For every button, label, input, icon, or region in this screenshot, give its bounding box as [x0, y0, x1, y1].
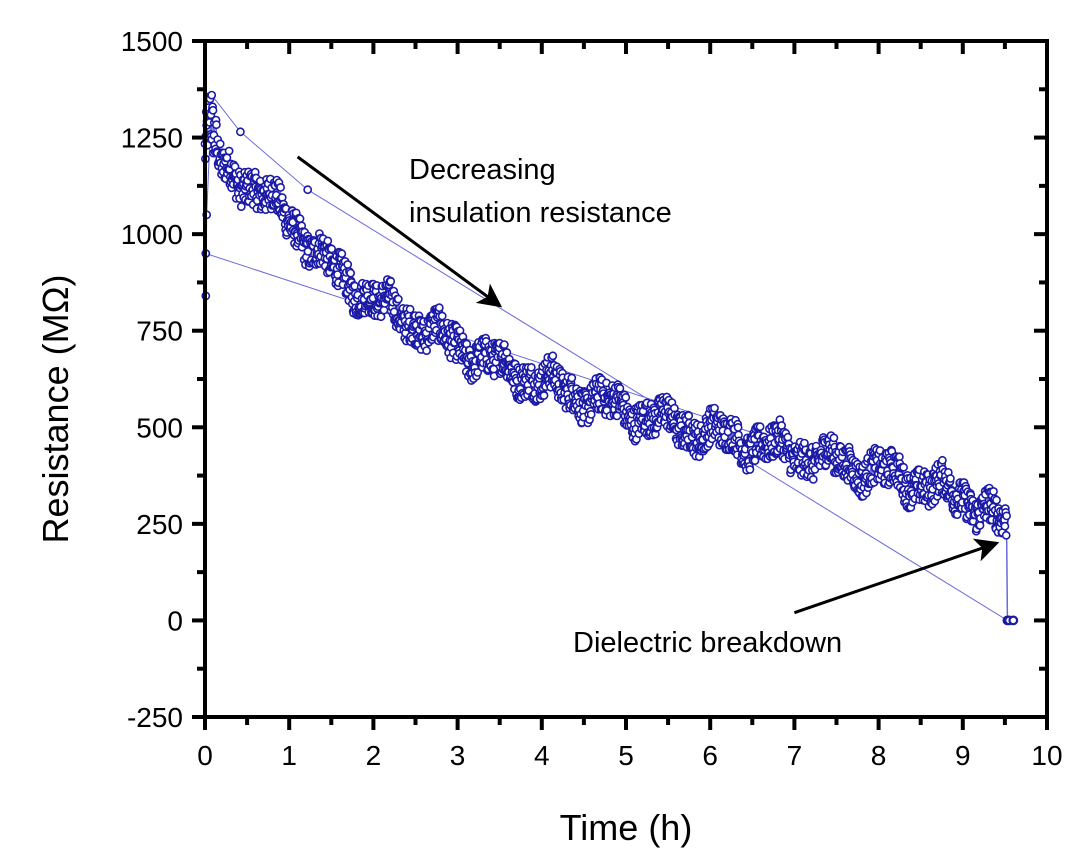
axes: 0 1 2 3 4 5 6 7 8 9 10 -250 0 250 500 750 1000 1250 1500	[121, 26, 1063, 771]
data-point	[393, 294, 403, 304]
annotation-arrow	[793, 538, 1000, 615]
data-point	[526, 362, 536, 372]
data-point	[295, 214, 305, 224]
data-point	[586, 409, 596, 419]
data-point	[989, 486, 998, 496]
data-point	[621, 392, 631, 402]
data-point	[337, 249, 347, 259]
data-point	[207, 90, 217, 100]
x-axis-title: Time (h)	[560, 807, 693, 848]
data-point	[829, 433, 839, 443]
data-point	[405, 304, 415, 314]
data-point	[548, 351, 558, 361]
data-point	[800, 438, 809, 448]
breakdown-drop-line	[1005, 527, 1009, 621]
data-point	[710, 403, 719, 413]
x-tick-label: 8	[871, 740, 887, 771]
data-point	[615, 383, 625, 393]
data-point	[434, 303, 444, 313]
data-point	[938, 455, 947, 465]
x-tick-label: 3	[450, 740, 466, 771]
data-point	[276, 182, 285, 192]
data-point	[437, 311, 447, 321]
data-point	[745, 465, 755, 474]
x-tick-label: 0	[197, 740, 213, 771]
x-tick-label: 9	[955, 740, 971, 771]
annotation-decreasing-line2: insulation resistance	[409, 197, 672, 229]
x-tick-label: 5	[618, 740, 634, 771]
data-point	[539, 391, 549, 400]
y-tick-label: 750	[136, 316, 183, 347]
y-tick-label: 500	[136, 412, 183, 443]
data-point	[327, 244, 336, 254]
data-point	[612, 411, 622, 421]
data-point	[899, 462, 908, 472]
data-point	[750, 456, 760, 465]
data-point	[808, 474, 818, 484]
data-point	[992, 495, 1001, 505]
y-tick-label: 1250	[121, 123, 183, 154]
data-point	[224, 146, 234, 156]
data-point	[946, 474, 955, 483]
data-point	[236, 202, 246, 211]
x-tick-label: 10	[1031, 740, 1062, 771]
data-markers	[200, 90, 1019, 626]
breakdown-point	[1008, 615, 1019, 626]
y-tick-label: 1000	[121, 219, 183, 250]
data-point	[303, 185, 313, 195]
data-point	[235, 127, 245, 137]
data-point	[755, 422, 765, 432]
series-line	[204, 93, 1014, 621]
annotations: Decreasing insulation resistance Dielectri…	[296, 154, 1000, 659]
data-point	[346, 268, 355, 278]
data-point	[215, 139, 225, 149]
data-point	[422, 346, 431, 355]
y-tick-label: -250	[127, 702, 183, 733]
data-point	[208, 105, 218, 115]
x-tick-label: 7	[787, 740, 803, 771]
x-tick-label: 6	[702, 740, 718, 771]
data-point	[343, 260, 353, 269]
x-tick-label: 2	[366, 740, 382, 771]
y-tick-label: 250	[136, 509, 183, 540]
data-point	[1000, 521, 1010, 531]
data-point	[975, 521, 985, 530]
annotation-breakdown: Dielectric breakdown	[573, 627, 842, 659]
data-point	[499, 340, 509, 349]
data-point	[1001, 530, 1011, 540]
data-point	[1002, 511, 1011, 521]
data-point	[386, 276, 396, 286]
data-point	[567, 373, 577, 383]
annotation-decreasing-line1: Decreasing	[409, 154, 556, 186]
data-point	[323, 236, 333, 246]
data-point	[684, 411, 694, 421]
y-tick-label: 1500	[121, 26, 183, 57]
data-point	[211, 120, 221, 130]
x-tick-label: 4	[534, 740, 550, 771]
y-tick-label: 0	[167, 605, 183, 636]
x-tick-label: 1	[281, 740, 297, 771]
plot-frame	[203, 39, 1049, 719]
y-axis-title: Resistance (MΩ)	[35, 275, 76, 544]
data-point	[733, 422, 743, 432]
annotation-arrow	[296, 155, 503, 308]
